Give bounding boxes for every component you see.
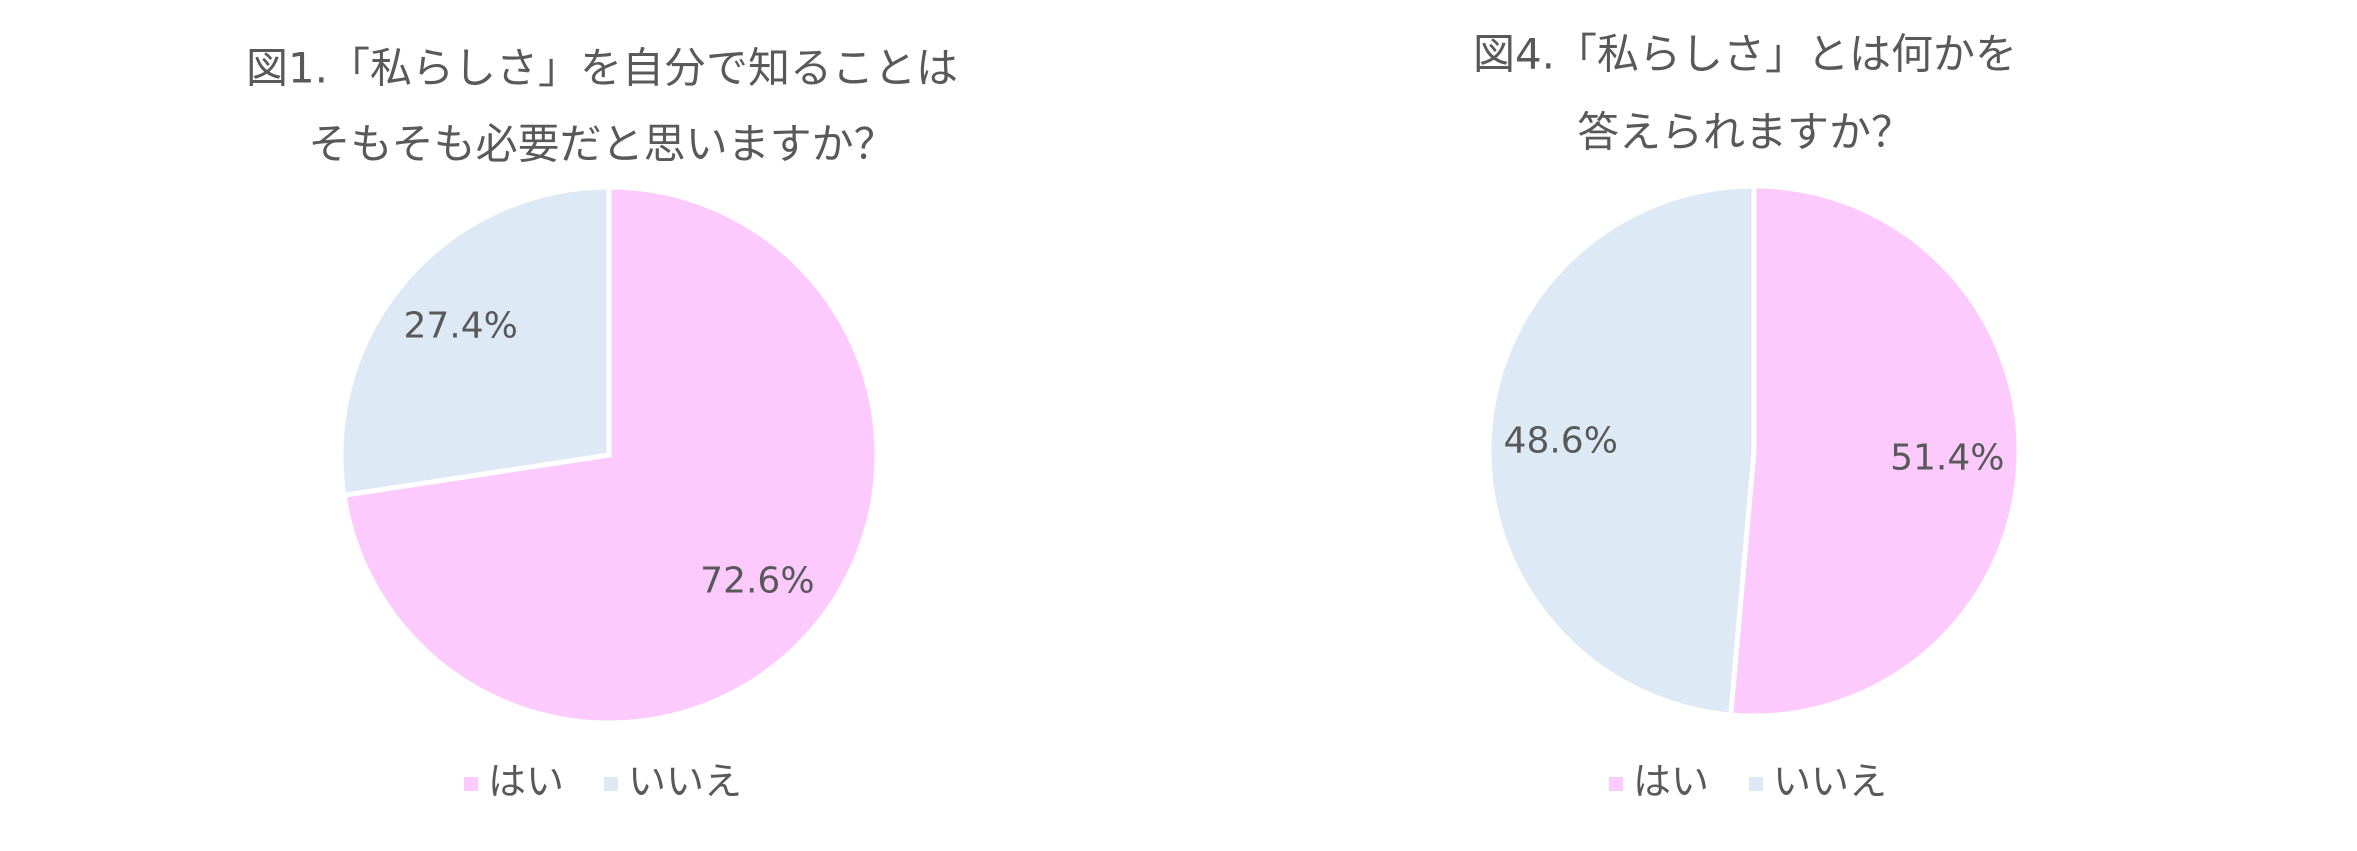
chart-title: 答えられますか？ (1577, 108, 1913, 157)
pie-slice (338, 184, 612, 499)
legend-label: はい (1633, 760, 1709, 804)
data-label: 72.6% (700, 561, 814, 602)
legend-swatch (1609, 777, 1623, 791)
pie-slice (1486, 183, 1757, 718)
legend-label: いいえ (1773, 760, 1887, 804)
legend-label: はい (488, 760, 564, 804)
chart-title: そもそも必要だと思いますか？ (308, 120, 895, 169)
legend-swatch (1749, 777, 1764, 791)
legend-label: いいえ (628, 760, 742, 804)
chart-title: 図1.「私らしさ」を自分で知ることは (246, 44, 958, 93)
data-label: 27.4% (403, 305, 517, 346)
pie-slice (1728, 183, 2022, 719)
chart-title: 図4.「私らしさ」とは何かを (1473, 30, 2017, 79)
legend-swatch (604, 777, 619, 791)
data-label: 51.4% (1890, 438, 2004, 479)
legend-swatch (464, 777, 478, 791)
data-label: 48.6% (1504, 420, 1618, 461)
